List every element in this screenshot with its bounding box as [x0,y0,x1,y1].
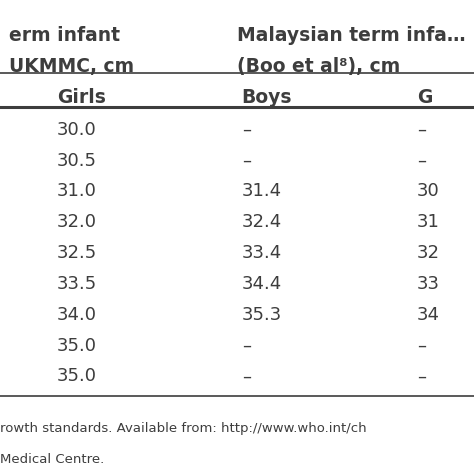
Text: 33: 33 [417,275,440,293]
Text: 35.3: 35.3 [242,306,282,324]
Text: 30: 30 [417,182,440,201]
Text: –: – [417,121,426,139]
Text: 30.0: 30.0 [57,121,97,139]
Text: 35.0: 35.0 [57,367,97,385]
Text: –: – [242,337,251,355]
Text: 34.4: 34.4 [242,275,282,293]
Text: 34.0: 34.0 [57,306,97,324]
Text: 35.0: 35.0 [57,337,97,355]
Text: 32.4: 32.4 [242,213,282,231]
Text: 34: 34 [417,306,440,324]
Text: (Boo et al⁸), cm: (Boo et al⁸), cm [237,57,400,76]
Text: –: – [417,337,426,355]
Text: –: – [242,152,251,170]
Text: 31.4: 31.4 [242,182,282,201]
Text: 33.4: 33.4 [242,244,282,262]
Text: –: – [242,367,251,385]
Text: 32: 32 [417,244,440,262]
Text: Malaysian term infa…: Malaysian term infa… [237,26,465,45]
Text: –: – [242,121,251,139]
Text: rowth standards. Available from: http://www.who.int/ch: rowth standards. Available from: http://… [0,422,366,435]
Text: 31.0: 31.0 [57,182,97,201]
Text: 32.0: 32.0 [57,213,97,231]
Text: 30.5: 30.5 [57,152,97,170]
Text: 33.5: 33.5 [57,275,97,293]
Text: 32.5: 32.5 [57,244,97,262]
Text: –: – [417,367,426,385]
Text: Medical Centre.: Medical Centre. [0,453,104,465]
Text: erm infant: erm infant [9,26,120,45]
Text: UKMMC, cm: UKMMC, cm [9,57,135,76]
Text: Girls: Girls [57,88,106,107]
Text: 31: 31 [417,213,440,231]
Text: G: G [417,88,432,107]
Text: Boys: Boys [242,88,292,107]
Text: –: – [417,152,426,170]
